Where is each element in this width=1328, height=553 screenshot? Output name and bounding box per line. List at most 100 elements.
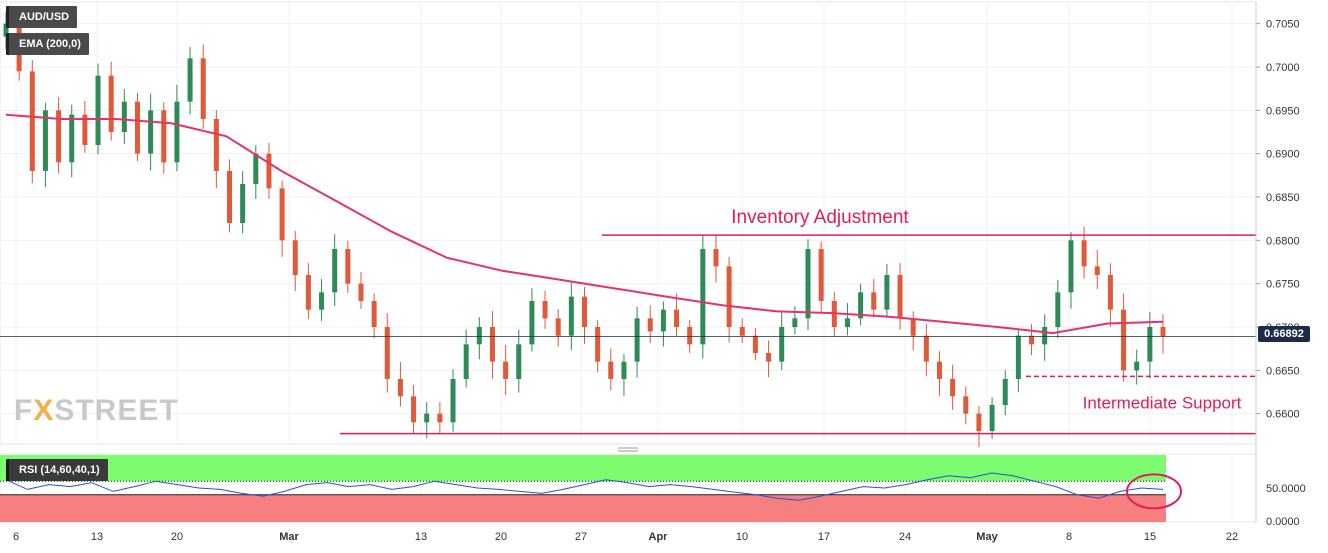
candle-body [1002, 379, 1008, 405]
candle-body [595, 327, 601, 362]
y-tick-label: 0.7000 [1266, 62, 1300, 74]
candle-body [358, 283, 364, 301]
candle-body [582, 296, 587, 327]
candle-body [3, 23, 9, 37]
last-price-tag: 0.66892 [1258, 326, 1310, 342]
candle-body [897, 275, 903, 319]
y-tick-label: 0.6850 [1266, 192, 1300, 204]
candle-body [976, 413, 982, 431]
candle-body [674, 309, 680, 327]
candle-body [634, 318, 640, 362]
rsi-overbought-zone [0, 455, 1166, 482]
candle-body [227, 171, 233, 223]
candle-body [555, 318, 561, 336]
candle-body [437, 413, 443, 423]
x-tick-label: Mar [279, 531, 299, 543]
candle-body [726, 266, 732, 327]
candle-body [371, 301, 377, 327]
candle-body [792, 318, 798, 327]
candle-body [568, 296, 574, 336]
x-tick-label: 15 [1144, 531, 1156, 543]
candle-body [871, 292, 877, 310]
x-tick-label: 20 [495, 531, 507, 543]
candle-body [1081, 240, 1087, 267]
candle-body [805, 249, 811, 319]
candle-body [950, 379, 956, 397]
x-tick-label: Apr [649, 531, 669, 543]
y-tick-label: 0.6900 [1266, 149, 1300, 161]
candle-body [529, 301, 535, 345]
candle-body [752, 335, 758, 353]
candle-body [319, 292, 325, 310]
candle-body [266, 153, 272, 189]
rsi-tick-label: 0.0000 [1266, 516, 1300, 528]
candle-body [305, 275, 311, 310]
candle-body [1134, 361, 1140, 371]
candle-body [516, 344, 522, 379]
candle-body [844, 318, 850, 327]
candle-body [384, 327, 390, 379]
y-tick-label: 0.6600 [1266, 409, 1300, 421]
candle-body [910, 318, 916, 336]
rsi-layer [5, 472, 1182, 510]
candle-body [1094, 266, 1100, 275]
candle-body [1042, 327, 1048, 345]
candle-body [779, 327, 785, 362]
candle-body [213, 119, 219, 171]
y-tick-label: 0.7050 [1266, 19, 1300, 31]
y-tick-label: 0.6800 [1266, 235, 1300, 247]
candle-body [161, 110, 167, 163]
candle-body [476, 327, 482, 345]
candle-body [108, 75, 114, 132]
candle-body [608, 361, 614, 379]
ema-200-line [5, 113, 1164, 335]
x-tick-label: 8 [1066, 531, 1072, 543]
x-tick-label: 10 [736, 531, 748, 543]
candle-body [450, 379, 456, 423]
candle-body [56, 110, 62, 163]
candle-body [739, 327, 745, 336]
candle-body [621, 361, 627, 379]
rsi-zone-layer [0, 455, 1166, 522]
candle-body [292, 240, 298, 275]
candle-body [1121, 309, 1127, 371]
resistance-label: Inventory Adjustment [731, 207, 909, 228]
candle-body [989, 405, 995, 431]
candle-body [884, 275, 890, 310]
y-tick-label: 0.6650 [1266, 365, 1300, 377]
candle-body [134, 101, 140, 154]
candle-body [187, 58, 193, 102]
ema-indicator-label[interactable]: EMA (200,0) [6, 33, 89, 55]
rsi-tick-label: 50.0000 [1266, 483, 1306, 495]
candle-body [936, 361, 942, 379]
candle-body [700, 249, 706, 345]
candle-body [463, 344, 469, 379]
candle-body [1107, 275, 1113, 310]
axis-layer: 6 13 20 Mar 13 20 27 Apr 10 17 24 May 8 15 22 0.7050 0.7… [13, 2, 1306, 543]
fxstreet-logo: FXSTREET [14, 394, 179, 427]
symbol-label[interactable]: AUD/USD [6, 6, 78, 28]
x-tick-label: 27 [575, 531, 587, 543]
candle-body [240, 184, 246, 223]
x-tick-label: 20 [171, 531, 183, 543]
candle-body [1160, 327, 1166, 337]
candle-body [647, 318, 653, 332]
x-tick-label: 22 [1226, 531, 1238, 543]
candle-body [332, 249, 338, 293]
candle-body [1055, 292, 1061, 327]
candle-body [69, 114, 75, 163]
candle-body [923, 335, 929, 362]
y-tick-label: 0.6950 [1266, 105, 1300, 117]
candle-body [1147, 327, 1153, 362]
candle-body [660, 309, 666, 332]
annotation-layer: Inventory Adjustment Intermediate Support [0, 207, 1256, 435]
candle-body [397, 379, 403, 397]
candle-body [858, 292, 864, 319]
candle-body [411, 396, 417, 423]
rsi-indicator-label[interactable]: RSI (14,60,40,1) [6, 459, 108, 481]
candle-body [503, 361, 509, 379]
candle-body [713, 249, 719, 267]
rsi-highlight-circle [1126, 473, 1182, 510]
